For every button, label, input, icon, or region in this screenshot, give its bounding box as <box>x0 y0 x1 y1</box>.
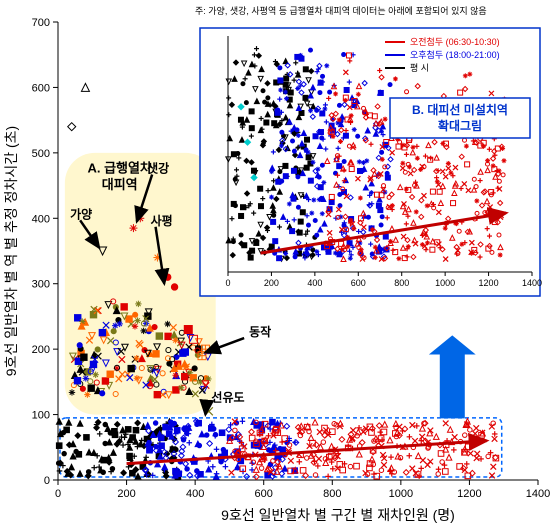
x-tick-label: 400 <box>186 488 204 500</box>
x-tick-label: 0 <box>55 488 61 500</box>
legend-item: 오후첨두 (18:00-21:00) <box>410 50 500 60</box>
inset-plot: 0 200 400 600 800 1000 1200 1400 B. 대피선 미설치역확대그림… <box>200 28 542 296</box>
x-tick-label: 1000 <box>389 488 413 500</box>
legend-item: 오전첨두 (06:30-10:30) <box>410 37 500 47</box>
legend-item: 평 시 <box>410 63 429 73</box>
inset-x-tick: 400 <box>307 278 322 288</box>
region-a-label-2: 대피역 <box>102 177 138 192</box>
inset-x-tick: 1200 <box>479 278 499 288</box>
x-tick-label: 1400 <box>526 488 550 500</box>
inset-x-tick: 600 <box>351 278 366 288</box>
inset-x-tick: 1400 <box>522 278 542 288</box>
annotation-가양: 가양 <box>70 206 92 221</box>
x-axis-label: 9호선 일반열차 별 구간 별 재차인원 (명) <box>221 507 455 523</box>
y-tick-label: 600 <box>32 82 50 94</box>
region-a-label-1: A. 급행열차 <box>87 160 151 175</box>
y-tick-label: 700 <box>32 17 50 29</box>
x-tick-label: 200 <box>117 488 135 500</box>
inset-label-2: 확대그림 <box>438 118 482 133</box>
y-tick-label: 500 <box>32 148 50 160</box>
x-tick-label: 1200 <box>457 488 481 500</box>
inset-x-tick: 0 <box>225 278 230 288</box>
annotation-동작: 동작 <box>249 324 271 339</box>
inset-label-1: B. 대피선 미설치역 <box>412 102 508 117</box>
chart-root: 0 200 400 600 800 1000 1200 1400 0 100 200 300 400 50… <box>0 0 554 525</box>
inset-x-tick: 1000 <box>435 278 455 288</box>
y-tick-label: 100 <box>32 410 50 422</box>
top-note: 주: 가양, 샛강, 사평역 등 급행열차 대피역 데이터는 아래에 포함되어 … <box>195 5 487 16</box>
x-tick-label: 600 <box>255 488 273 500</box>
y-tick-label: 200 <box>32 344 50 356</box>
inset-x-tick: 800 <box>394 278 409 288</box>
y-tick-label: 400 <box>32 213 50 225</box>
y-axis-label: 9호선 일반열차 별 역 별 추정 정차시간 (초) <box>3 126 19 376</box>
x-tick-label: 800 <box>323 488 341 500</box>
inset-x-tick: 200 <box>264 278 279 288</box>
annotation-사평: 사평 <box>151 213 173 228</box>
annotation-선유도: 선유도 <box>211 389 244 404</box>
y-tick-label: 300 <box>32 279 50 291</box>
y-tick-label: 0 <box>44 475 50 487</box>
annotation-샛강: 샛강 <box>147 160 169 175</box>
zoom-arrow <box>430 336 474 418</box>
